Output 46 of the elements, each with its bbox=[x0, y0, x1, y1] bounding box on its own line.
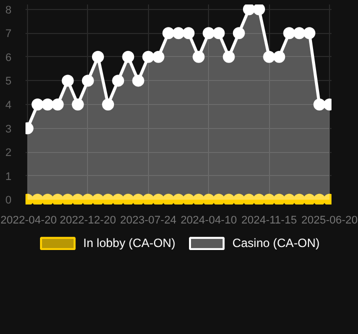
y-tick-label: 2 bbox=[5, 147, 12, 160]
point bbox=[122, 194, 134, 204]
point bbox=[132, 194, 144, 204]
x-tick-label: 2024-11-15 bbox=[241, 214, 297, 226]
x-tick-label: 2023-07-24 bbox=[120, 214, 176, 226]
point bbox=[72, 194, 84, 204]
point bbox=[172, 194, 184, 204]
y-tick-label: 1 bbox=[5, 170, 12, 183]
legend-label: Casino (CA-ON) bbox=[232, 236, 320, 250]
x-tick-label: 2022-12-20 bbox=[60, 214, 116, 226]
point bbox=[232, 194, 245, 204]
point bbox=[152, 194, 164, 204]
point bbox=[32, 194, 44, 204]
point bbox=[202, 194, 215, 204]
y-tick-label: 4 bbox=[5, 100, 12, 112]
y-tick-label: 6 bbox=[5, 52, 12, 64]
point bbox=[92, 194, 104, 204]
point bbox=[162, 194, 174, 204]
x-tick-label: 2022-04-20 bbox=[0, 214, 57, 226]
point bbox=[263, 194, 276, 204]
point bbox=[273, 194, 286, 204]
point bbox=[42, 194, 54, 204]
point bbox=[192, 194, 205, 204]
y-tick-label: 3 bbox=[5, 123, 12, 136]
point bbox=[62, 194, 74, 204]
y-tick-label: 8 bbox=[5, 4, 12, 16]
point bbox=[102, 194, 114, 204]
point bbox=[142, 194, 154, 204]
legend-label: In lobby (CA-ON) bbox=[83, 236, 176, 250]
x-tick-label: 2024-04-10 bbox=[180, 214, 237, 226]
point bbox=[283, 194, 296, 204]
y-tick-label: 5 bbox=[5, 76, 12, 88]
x-tick-label: 2025-06-20 bbox=[301, 214, 358, 226]
point bbox=[182, 194, 195, 204]
point bbox=[293, 194, 306, 204]
point bbox=[303, 194, 316, 204]
point bbox=[52, 194, 64, 204]
point bbox=[212, 194, 225, 204]
y-tick-label: 0 bbox=[5, 194, 12, 207]
point bbox=[253, 194, 266, 204]
point bbox=[82, 194, 94, 204]
point bbox=[242, 194, 255, 204]
y-tick-label: 7 bbox=[5, 28, 12, 40]
point bbox=[313, 194, 326, 204]
point bbox=[112, 194, 124, 204]
point bbox=[222, 194, 235, 204]
